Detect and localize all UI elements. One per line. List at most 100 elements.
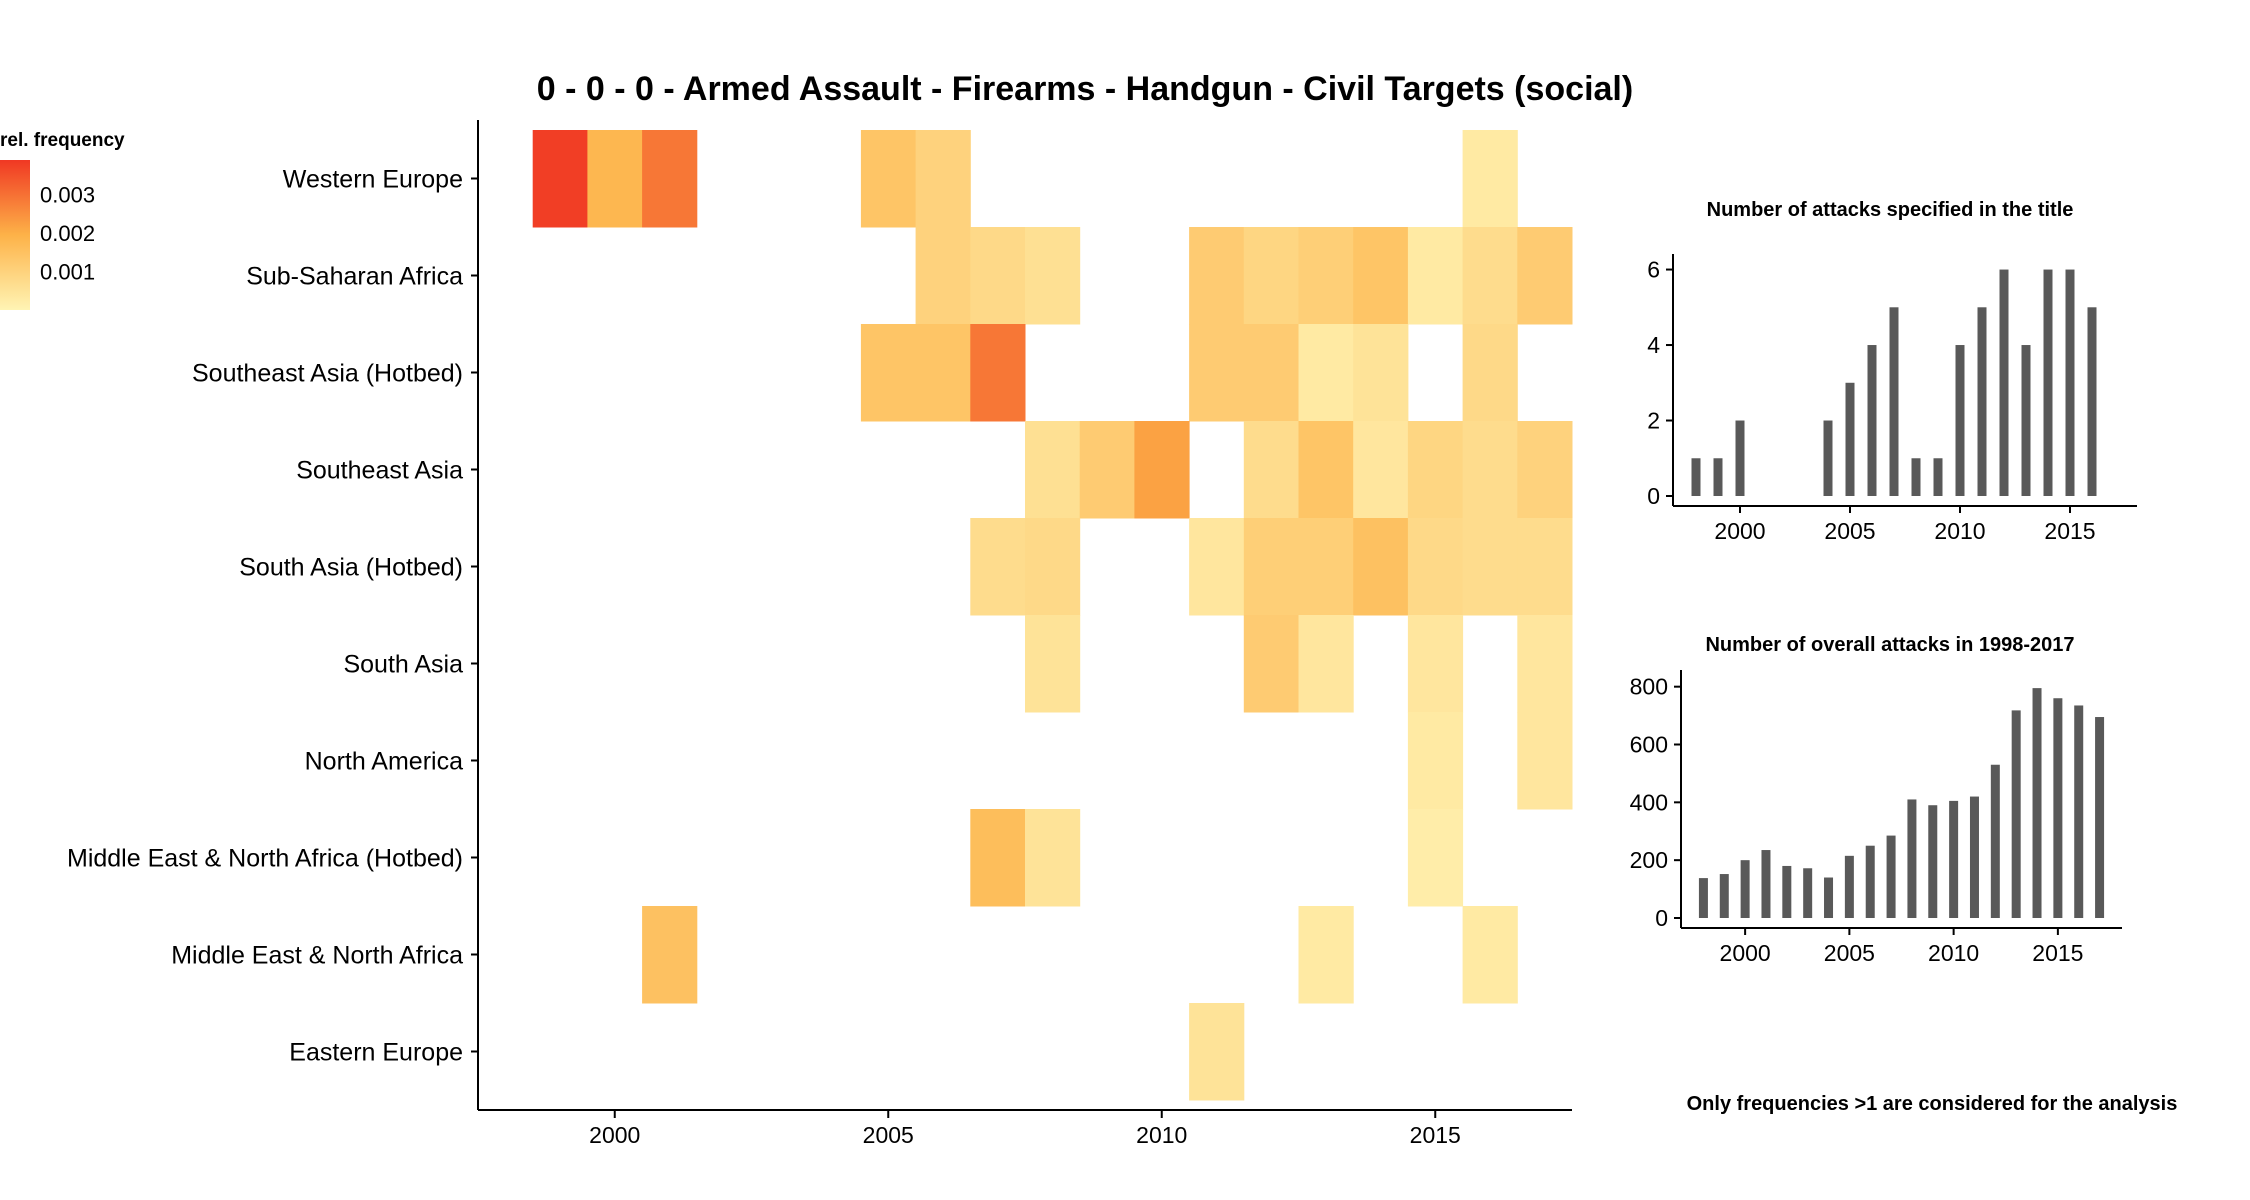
bar: [1969, 796, 1979, 918]
heatmap-cell: [1517, 712, 1573, 810]
heatmap-cell: [1517, 421, 1573, 519]
overall-attacks-axes: 0 200 400 600 800 2000 2005 2010 2015: [1630, 670, 2122, 966]
legend-color-bar: [0, 160, 30, 310]
bar: [2065, 269, 2075, 496]
y-tick-label: 2: [1647, 408, 1660, 434]
heatmap-cell: [1189, 518, 1245, 616]
heatmap-cell: [1407, 809, 1464, 907]
bar: [1823, 420, 1833, 496]
bar: [1713, 458, 1723, 496]
heatmap-cell: [642, 130, 698, 228]
attacks-title-bars: [1691, 269, 2097, 496]
x-tick-label: 2010: [1934, 518, 1985, 544]
heatmap-cell: [1462, 130, 1518, 228]
attacks-title-axes: 0 2 4 6 2000 2005 2010 2015: [1647, 254, 2137, 544]
color-legend: rel. frequency 0.003 0.002 0.001: [0, 130, 125, 310]
heatmap-cell: [1298, 227, 1354, 325]
heatmap-cell: [915, 130, 971, 228]
overall-attacks-panel: Number of overall attacks in 1998-2017 0…: [1630, 634, 2122, 966]
heatmap-cell: [1353, 421, 1409, 519]
heatmap-cell: [1462, 421, 1518, 519]
heatmap-cells: [532, 130, 1573, 1101]
bar: [2095, 717, 2105, 918]
attacks-title-panel: Number of attacks specified in the title…: [1647, 199, 2137, 544]
bar: [2074, 705, 2084, 918]
heatmap-cell: [1243, 421, 1299, 519]
heatmap-cell: [1189, 1003, 1245, 1101]
row-label: Western Europe: [283, 166, 463, 194]
heatmap-cell: [1025, 809, 1081, 907]
heatmap-cell: [1407, 615, 1464, 713]
bar: [1845, 382, 1855, 496]
heatmap-cell: [1189, 227, 1245, 325]
row-label: North America: [305, 748, 463, 776]
heatmap-cell: [1025, 615, 1081, 713]
bar: [1698, 878, 1708, 918]
heatmap-cell: [1298, 906, 1354, 1004]
heatmap-cell: [642, 906, 698, 1004]
heatmap-cell: [1134, 421, 1190, 519]
heatmap-cell: [1025, 421, 1081, 519]
heatmap-cell: [915, 324, 971, 422]
heatmap-cell: [1462, 906, 1518, 1004]
heatmap-cell: [1353, 227, 1409, 325]
y-tick-label: 600: [1630, 732, 1668, 758]
heatmap-x-ticks: 2000 2005 2010 2015: [589, 1110, 1461, 1148]
heatmap-cell: [860, 324, 917, 422]
row-label: Southeast Asia: [296, 457, 463, 485]
heatmap-cell: [532, 130, 588, 228]
heatmap-cell: [1079, 421, 1135, 519]
bar: [1911, 458, 1921, 496]
bar: [1907, 799, 1917, 918]
y-tick-label: 6: [1647, 257, 1660, 283]
heatmap-panel: 0 - 0 - 0 - Armed Assault - Firearms - H…: [67, 70, 1633, 1148]
overall-attacks-bars: [1698, 688, 2105, 918]
bar: [1928, 805, 1938, 918]
x-tick-label: 2005: [1824, 518, 1875, 544]
y-tick-label: 200: [1630, 847, 1668, 873]
bar: [1735, 420, 1745, 496]
legend-title: rel. frequency: [0, 130, 125, 151]
heatmap-cell: [1353, 324, 1409, 422]
x-tick-label: 2005: [1824, 940, 1875, 966]
bar: [1803, 868, 1813, 918]
legend-tick-label: 0.002: [40, 221, 95, 246]
heatmap-cell: [915, 227, 971, 325]
x-tick-label: 2015: [2044, 518, 2095, 544]
bar: [1824, 877, 1834, 918]
heatmap-cell: [1243, 615, 1299, 713]
bar: [1844, 855, 1854, 918]
bar: [1691, 458, 1701, 496]
row-label: South Asia (Hotbed): [239, 554, 463, 582]
bar: [1955, 345, 1965, 496]
heatmap-cell: [1243, 324, 1299, 422]
bar: [1867, 345, 1877, 496]
bar: [2053, 698, 2063, 918]
heatmap-cell: [1407, 421, 1464, 519]
heatmap-cell: [1407, 712, 1464, 810]
heatmap-cell: [1462, 324, 1518, 422]
bar: [1977, 307, 1987, 496]
legend-tick-label: 0.003: [40, 183, 95, 208]
bar: [2011, 710, 2021, 918]
row-label: Eastern Europe: [289, 1039, 463, 1067]
bar: [2087, 307, 2097, 496]
overall-attacks-chart-title: Number of overall attacks in 1998-2017: [1705, 634, 2074, 656]
x-tick-label: 2000: [1714, 518, 1765, 544]
bar: [2032, 688, 2042, 918]
x-tick-label: 2010: [1928, 940, 1979, 966]
x-tick-label: 2015: [1410, 1122, 1461, 1148]
bar: [1999, 269, 2009, 496]
row-label: Southeast Asia (Hotbed): [192, 360, 463, 388]
heatmap-cell: [1517, 615, 1573, 713]
bar: [1865, 845, 1875, 918]
bar: [1740, 860, 1750, 918]
y-tick-label: 4: [1647, 332, 1660, 358]
heatmap-cell: [1407, 518, 1464, 616]
heatmap-cell: [970, 324, 1026, 422]
heatmap-cell: [1025, 518, 1081, 616]
row-label: Middle East & North Africa: [171, 942, 463, 970]
heatmap-cell: [1298, 518, 1354, 616]
heatmap-cell: [1298, 421, 1354, 519]
